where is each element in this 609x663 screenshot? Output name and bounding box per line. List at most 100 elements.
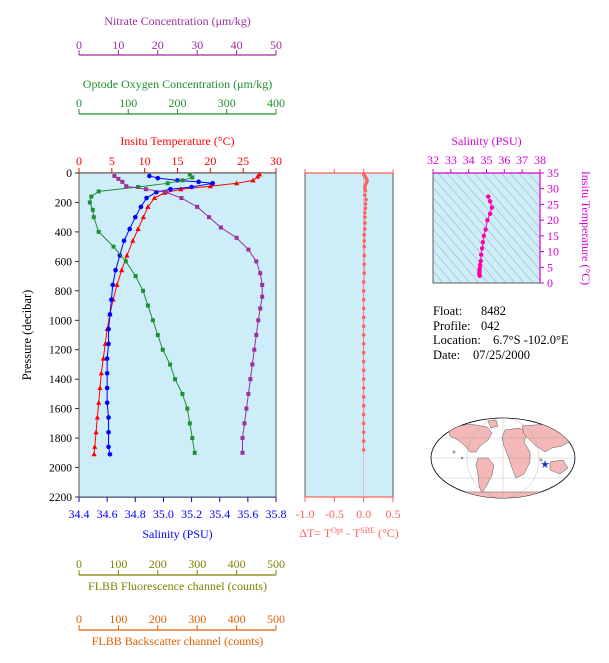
ts-y-tick-label: 0 xyxy=(547,276,553,290)
backscatter-tick-label: 300 xyxy=(188,612,206,626)
ts-point xyxy=(477,262,483,267)
ts-isopycnal-line xyxy=(473,173,540,250)
ts-point xyxy=(486,194,491,199)
backscatter-tick-label: 400 xyxy=(228,612,246,626)
temperature-point xyxy=(234,180,240,186)
delta-t-axis-title: ΔT= TOpt - TSBE (°C) xyxy=(299,526,399,541)
nitrate-point xyxy=(240,450,245,455)
nitrate-point xyxy=(254,259,259,264)
ts-isopycnal-line xyxy=(433,197,507,283)
location-line: Location: 6.7°S -102.0°E xyxy=(433,333,569,348)
salinity-tick-label: 35.0 xyxy=(153,507,174,521)
salinity-point xyxy=(104,370,110,376)
salinity-point xyxy=(106,429,111,435)
delta-t-title-part: (°C) xyxy=(375,526,399,540)
oxygen-point xyxy=(180,178,185,183)
ts-isopycnal-line xyxy=(433,260,453,283)
oxygen-point xyxy=(145,303,150,308)
nitrate-point xyxy=(120,179,125,184)
date-label: Date: xyxy=(433,347,461,362)
backscatter-tick-label: 100 xyxy=(109,612,127,626)
salinity-point xyxy=(106,415,111,420)
delta-t-point xyxy=(361,350,366,355)
delta-t-point xyxy=(362,253,367,258)
oxygen-point xyxy=(111,244,116,249)
ts-x-tick-label: 35 xyxy=(481,153,493,167)
ts-isopycnal-line xyxy=(518,173,540,198)
nitrate-point xyxy=(124,184,129,189)
fluorescence-tick-label: 500 xyxy=(267,557,285,571)
profile-label: Profile: xyxy=(433,318,471,333)
ts-isopycnal-line xyxy=(455,173,540,271)
nitrate-tick-label: 30 xyxy=(191,38,203,52)
nitrate-tick-label: 10 xyxy=(112,38,124,52)
y-tick-label: 1000 xyxy=(49,315,72,327)
temperature-tick-label: 25 xyxy=(237,154,249,168)
nitrate-point xyxy=(246,247,251,252)
y-tick-label: 0 xyxy=(66,168,72,180)
oxygen-point xyxy=(187,421,192,426)
delta-t-point xyxy=(361,359,366,364)
oxygen-point xyxy=(160,347,165,352)
delta-t-title-sup: Opt xyxy=(331,526,344,535)
ts-point xyxy=(487,199,493,204)
delta-t-point xyxy=(361,368,366,373)
nitrate-point xyxy=(179,196,184,201)
salinity-point xyxy=(189,184,194,190)
profile-value: 042 xyxy=(481,318,500,333)
salinity-point xyxy=(138,204,144,210)
nitrate-point xyxy=(112,173,117,178)
nitrate-point xyxy=(246,391,251,396)
ts-x-tick-label: 38 xyxy=(534,153,546,167)
oxygen-point xyxy=(96,229,101,234)
ts-point xyxy=(478,252,484,257)
delta-t-plot-area xyxy=(304,172,394,498)
delta-t-point xyxy=(363,221,367,225)
salinity-tick-label: 35.8 xyxy=(266,507,287,521)
salinity-point xyxy=(109,297,114,302)
delta-t-point xyxy=(363,182,368,187)
delta-t-point xyxy=(361,297,366,302)
delta-t-point xyxy=(363,193,367,197)
nitrate-point xyxy=(258,271,263,276)
float-info: Float: 8482 Profile: 042 Location: 6.7°S -1… xyxy=(433,304,569,362)
delta-t-point xyxy=(361,377,366,381)
nitrate-point xyxy=(256,318,261,323)
temperature-point xyxy=(151,195,158,201)
oxygen-point xyxy=(123,259,128,264)
temperature-point xyxy=(114,282,120,287)
salinity-point xyxy=(121,238,127,244)
delta-t-tick-label: 0.5 xyxy=(386,507,401,521)
temperature-tick-label: 5 xyxy=(109,154,115,168)
temperature-tick-label: 15 xyxy=(172,154,184,168)
nitrate-point xyxy=(254,333,259,337)
temperature-point xyxy=(94,414,100,420)
ts-y-tick-label: 10 xyxy=(547,245,559,259)
salinity-tick-label: 34.4 xyxy=(69,507,90,521)
delta-t-tick-label: 0.0 xyxy=(356,507,371,521)
delta-t-point xyxy=(362,244,367,249)
y-tick-label: 200 xyxy=(55,197,73,209)
delta-t-tick-label: -1.0 xyxy=(296,507,315,521)
date-value: 07/25/2000 xyxy=(473,347,530,362)
temperature-point xyxy=(93,429,99,435)
temperature-point xyxy=(255,173,261,179)
nitrate-point xyxy=(163,190,168,195)
y-tick-label: 800 xyxy=(55,286,73,298)
nitrate-point xyxy=(250,362,255,367)
salinity-tick-label: 34.6 xyxy=(97,507,118,521)
delta-t-point xyxy=(361,342,366,346)
oxygen-point xyxy=(173,377,178,382)
ts-isopycnal-line xyxy=(500,173,540,218)
fluorescence-tick-label: 400 xyxy=(228,557,246,571)
backscatter-tick-label: 200 xyxy=(149,612,167,626)
delta-t-point xyxy=(363,215,367,219)
nitrate-tick-label: 50 xyxy=(270,38,282,52)
nitrate-point xyxy=(116,176,121,181)
temperature-point xyxy=(178,186,184,192)
ts-point xyxy=(480,239,486,245)
y-tick-label: 1400 xyxy=(49,374,72,386)
ts-y-tick-label: 35 xyxy=(547,166,559,180)
backscatter-tick-label: 0 xyxy=(76,612,82,626)
